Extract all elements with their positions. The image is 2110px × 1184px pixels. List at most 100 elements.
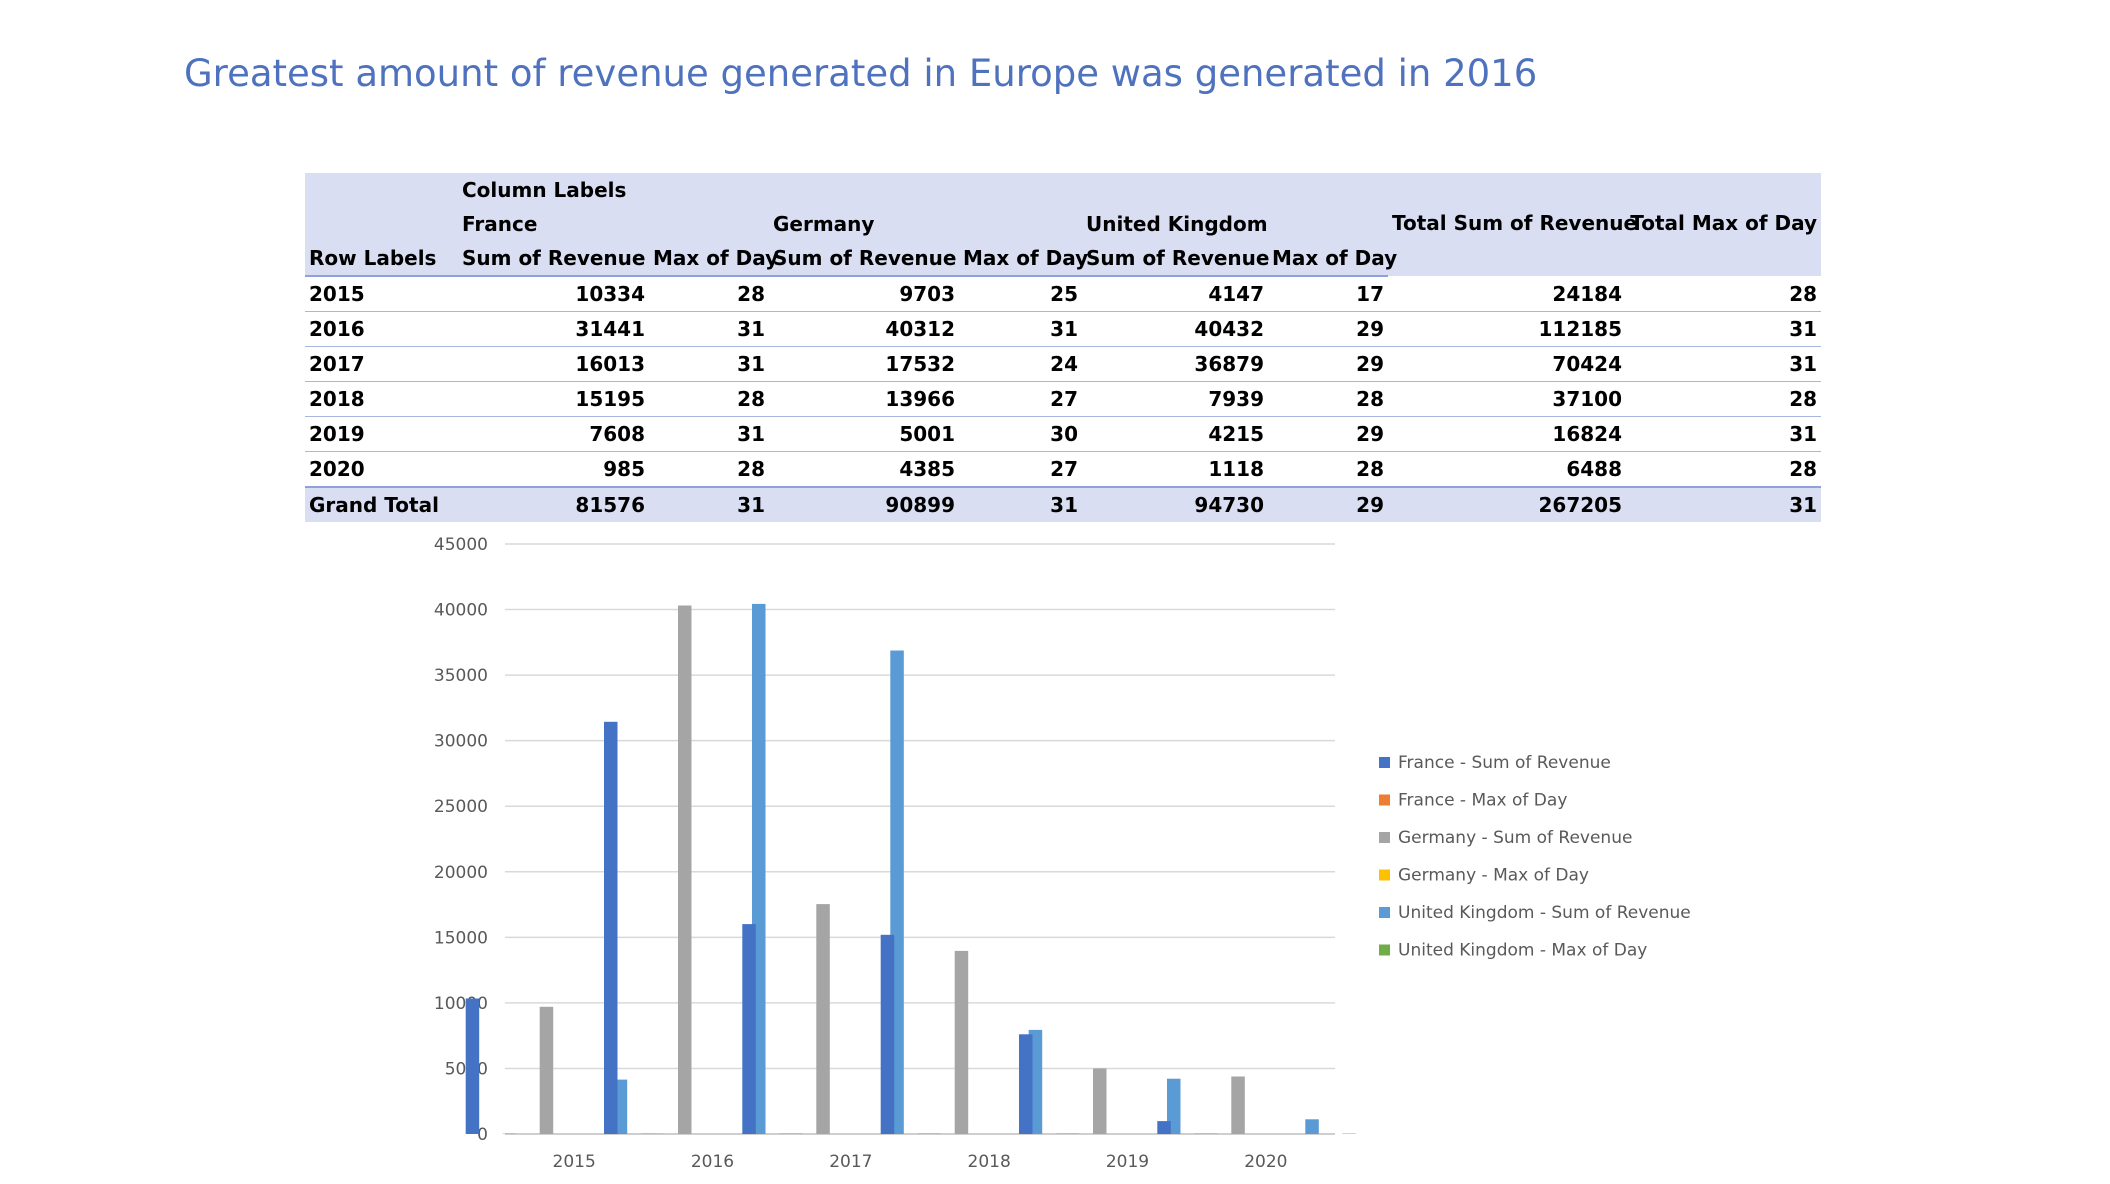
cell: 29	[1268, 311, 1388, 347]
cell: 15195	[458, 381, 649, 417]
legend-swatch	[1379, 832, 1390, 843]
table-row: 2019 7608 31 5001 30 4215 29 16824 31	[305, 416, 1822, 452]
grand-total-row: Grand Total 81576 31 90899 31 94730 29 2…	[305, 486, 1822, 522]
cell: 40312	[769, 311, 959, 347]
cell: 4147	[1082, 276, 1268, 312]
bar	[1157, 1121, 1171, 1134]
legend-swatch	[1379, 794, 1390, 806]
row-label: 2020	[305, 451, 458, 488]
cell: 16824	[1388, 416, 1626, 452]
bar	[678, 605, 692, 1134]
country-header-france: France	[458, 207, 769, 241]
cell: 81576	[458, 486, 649, 522]
sub-header: Max of Day	[649, 241, 778, 277]
sub-header: Sum of Revenue	[458, 241, 649, 277]
x-tick-label: 2015	[553, 1152, 596, 1172]
bar	[539, 1006, 554, 1134]
legend-entry: Germany - Sum of Revenue	[1398, 828, 1632, 848]
row-label: 2017	[305, 346, 458, 382]
cell: 27	[959, 381, 1082, 417]
cell: 24	[959, 346, 1082, 382]
cell: 29	[1268, 486, 1388, 522]
cell: 28	[1626, 381, 1822, 417]
cell: 28	[1626, 451, 1822, 488]
cell: 30	[959, 416, 1082, 452]
cell: 31441	[458, 311, 649, 347]
cell: 17532	[769, 346, 959, 382]
bar	[604, 721, 618, 1134]
cell: 36879	[1082, 346, 1268, 382]
cell: 6488	[1388, 451, 1626, 488]
y-tick-label: 0	[477, 1125, 488, 1145]
cell: 267205	[1388, 486, 1626, 522]
legend-entry: France - Max of Day	[1398, 791, 1567, 811]
cell: 31	[649, 486, 769, 522]
cell: 31	[649, 311, 769, 347]
table-row: 2018 15195 28 13966 27 7939 28 37100 28	[305, 381, 1822, 417]
cell: 16013	[458, 346, 649, 382]
cell: 94730	[1082, 486, 1268, 522]
cell: 28	[1626, 276, 1822, 312]
bar	[1093, 1068, 1107, 1134]
bar	[954, 950, 969, 1134]
y-tick-label: 35000	[434, 666, 488, 686]
x-tick-label: 2016	[691, 1152, 734, 1172]
legend-swatch	[1379, 757, 1390, 768]
y-tick-label: 25000	[434, 797, 488, 817]
x-tick-label: 2017	[829, 1152, 872, 1172]
legend-entry: United Kingdom - Max of Day	[1398, 941, 1647, 961]
legend-swatch	[1379, 907, 1390, 918]
cell: 40432	[1082, 311, 1268, 347]
sub-header: Max of Day	[1268, 241, 1397, 277]
cell: 29	[1268, 346, 1388, 382]
cell: 28	[649, 276, 769, 312]
cell: 7939	[1082, 381, 1268, 417]
page-title: Greatest amount of revenue generated in …	[184, 52, 1538, 95]
x-tick-label: 2020	[1244, 1152, 1287, 1172]
cell: 17	[1268, 276, 1388, 312]
y-tick-label: 40000	[434, 601, 488, 621]
cell: 25	[959, 276, 1082, 312]
y-tick-label: 45000	[434, 535, 488, 555]
bar	[742, 924, 756, 1134]
country-header-germany: Germany	[769, 207, 1082, 241]
y-tick-label: 20000	[434, 863, 488, 883]
legend-swatch	[1379, 869, 1390, 881]
cell: 10334	[458, 276, 649, 312]
cell: 28	[649, 451, 769, 488]
cell: 5001	[769, 416, 959, 452]
y-tick-label: 10000	[434, 994, 488, 1014]
bar	[465, 998, 480, 1134]
cell: 28	[1268, 451, 1388, 488]
table-row: 2015 10334 28 9703 25 4147 17 24184 28	[305, 276, 1822, 312]
cell: 90899	[769, 486, 959, 522]
cell: 31	[1626, 486, 1822, 522]
y-tick-label: 15000	[434, 928, 488, 948]
legend-entry: Germany - Max of Day	[1398, 866, 1589, 886]
x-tick-label: 2019	[1106, 1152, 1149, 1172]
cell: 31	[649, 416, 769, 452]
bar	[1305, 1119, 1319, 1134]
bar	[1167, 1078, 1181, 1134]
bar	[1231, 1076, 1245, 1134]
cell: 28	[649, 381, 769, 417]
sub-header: Sum of Revenue	[769, 241, 959, 277]
legend-entry: France - Sum of Revenue	[1398, 753, 1611, 773]
table-row: 2016 31441 31 40312 31 40432 29 112185 3…	[305, 311, 1822, 347]
cell: 70424	[1388, 346, 1626, 382]
row-label: 2018	[305, 381, 458, 417]
total-max-header: Total Max of Day	[1626, 207, 1822, 276]
cell: 985	[458, 451, 649, 488]
sub-header: Sum of Revenue	[1082, 241, 1269, 277]
cell: 112185	[1388, 311, 1626, 347]
cell: 29	[1268, 416, 1388, 452]
pivot-corner	[305, 173, 458, 207]
cell: 4385	[769, 451, 959, 488]
cell: 31	[959, 311, 1082, 347]
total-sum-header: Total Sum of Revenue	[1388, 207, 1637, 276]
row-label: 2015	[305, 276, 458, 312]
pivot-table: Column Labels France Germany United King…	[305, 173, 1822, 522]
cell: 37100	[1388, 381, 1626, 417]
country-header-uk: United Kingdom	[1082, 207, 1388, 241]
